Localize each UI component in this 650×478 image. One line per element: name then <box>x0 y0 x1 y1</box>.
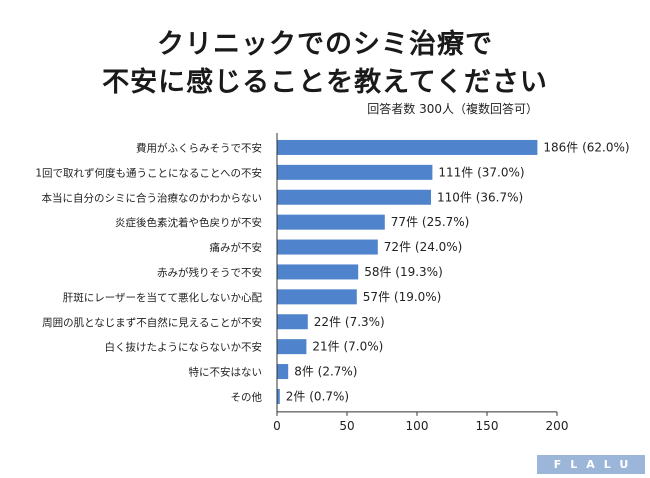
category-label: 周囲の肌となじまず不自然に見えることが不安 <box>42 316 262 329</box>
bar <box>277 289 357 305</box>
bar <box>277 139 538 155</box>
chart-title-line2: 不安に感じることを教えてください <box>102 67 548 98</box>
value-label: 77件 (25.7%) <box>391 215 470 229</box>
brand-logo: FLALU <box>537 455 645 474</box>
bar <box>277 164 433 180</box>
x-tick-label: 150 <box>476 419 499 433</box>
category-label: 痛みが不安 <box>210 241 263 254</box>
chart-title-line1: クリニックでのシミ治療で <box>157 29 493 60</box>
category-label: その他 <box>231 390 263 403</box>
category-label: 肝斑にレーザーを当てて悪化しないか心配 <box>63 291 263 304</box>
category-label: 白く抜けたようにならないか不安 <box>105 341 263 354</box>
x-tick-label: 0 <box>273 419 281 433</box>
category-label: 赤みが残りそうで不安 <box>157 266 262 279</box>
category-label: 1回で取れず何度も通うことになることへの不安 <box>35 166 262 179</box>
value-label: 186件 (62.0%) <box>543 140 629 154</box>
value-label: 21件 (7.0%) <box>312 340 383 354</box>
bar <box>277 239 378 255</box>
respondents-note: 回答者数 300人（複数回答可） <box>367 102 538 116</box>
bar <box>277 364 289 380</box>
bar <box>277 314 308 330</box>
bar <box>277 264 359 280</box>
bar-chart: 費用がふくらみそうで不安 186件 (62.0%) 1回で取れず何度も通うことになる… <box>35 133 630 433</box>
value-label: 22件 (7.3%) <box>314 315 385 329</box>
category-label: 炎症後色素沈着や色戻りが不安 <box>115 216 262 229</box>
value-label: 8件 (2.7%) <box>294 365 357 379</box>
value-label: 110件 (36.7%) <box>437 190 523 204</box>
bar <box>277 388 280 404</box>
category-label: 費用がふくらみそうで不安 <box>136 141 262 154</box>
value-label: 111件 (37.0%) <box>438 165 524 179</box>
value-label: 58件 (19.3%) <box>364 265 443 279</box>
category-label: 本当に自分のシミに合う治療なのかわからない <box>42 191 263 204</box>
x-tick-label: 50 <box>339 419 354 433</box>
x-tick-label: 100 <box>406 419 429 433</box>
x-tick-label: 200 <box>546 419 569 433</box>
category-label: 特に不安はない <box>189 366 263 379</box>
value-label: 57件 (19.0%) <box>363 290 442 304</box>
bar <box>277 339 307 355</box>
bar <box>277 189 431 205</box>
value-label: 2件 (0.7%) <box>286 389 349 403</box>
bar <box>277 214 385 230</box>
value-label: 72件 (24.0%) <box>384 240 463 254</box>
